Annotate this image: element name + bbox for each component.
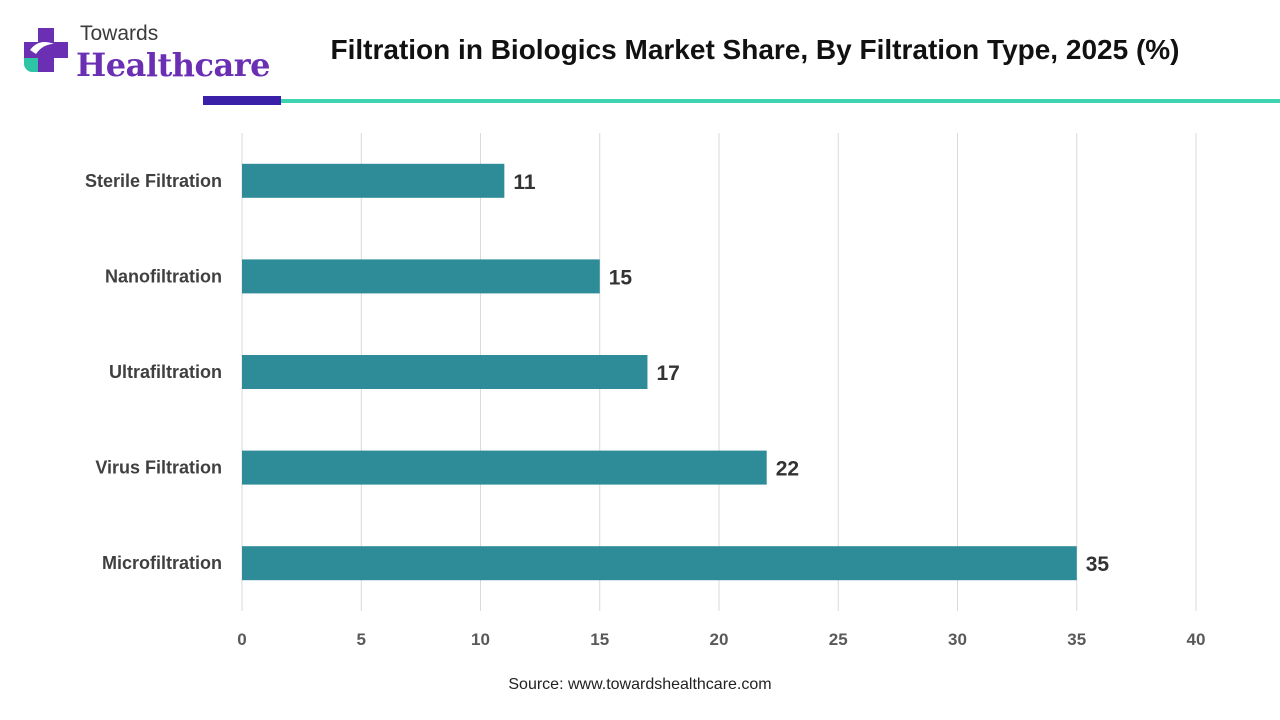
x-tick-label: 10 xyxy=(471,630,490,649)
data-labels: 11 15 17 22 35 xyxy=(513,171,1109,576)
category-label: Ultrafiltration xyxy=(109,362,222,382)
brand-logo: Towards Healthcare xyxy=(18,20,270,84)
bars xyxy=(242,163,1077,581)
bar xyxy=(242,450,767,485)
x-tick-label: 40 xyxy=(1187,630,1206,649)
bar xyxy=(242,259,600,294)
bar xyxy=(242,163,505,198)
category-labels: Sterile Filtration Nanofiltration Ultrafil… xyxy=(85,171,222,573)
x-axis-ticks: 0 5 10 15 20 25 30 35 40 xyxy=(237,630,1205,649)
header-accent-line xyxy=(281,99,1280,103)
bar xyxy=(242,546,1077,581)
category-label: Virus Filtration xyxy=(95,458,222,478)
category-label: Nanofiltration xyxy=(105,266,222,286)
page-title: Filtration in Biologics Market Share, By… xyxy=(330,34,1180,65)
medical-cross-icon xyxy=(24,28,68,72)
data-label: 17 xyxy=(656,362,679,385)
x-tick-label: 30 xyxy=(948,630,967,649)
x-tick-label: 35 xyxy=(1067,630,1086,649)
data-label: 11 xyxy=(513,171,536,194)
source-note: Source: www.towardshealthcare.com xyxy=(508,676,772,693)
data-label: 22 xyxy=(776,458,799,481)
data-label: 15 xyxy=(609,266,633,289)
header-accent-bar xyxy=(203,96,281,105)
x-tick-label: 0 xyxy=(237,630,246,649)
x-tick-label: 15 xyxy=(590,630,609,649)
brand-name-bottom: Healthcare xyxy=(76,46,270,84)
category-label: Sterile Filtration xyxy=(85,171,222,191)
bar xyxy=(242,355,648,389)
x-tick-label: 5 xyxy=(357,630,366,649)
brand-name-top: Towards xyxy=(80,22,159,45)
x-tick-label: 20 xyxy=(710,630,729,649)
data-label: 35 xyxy=(1086,553,1110,576)
x-tick-label: 25 xyxy=(829,630,848,649)
category-label: Microfiltration xyxy=(102,553,222,573)
